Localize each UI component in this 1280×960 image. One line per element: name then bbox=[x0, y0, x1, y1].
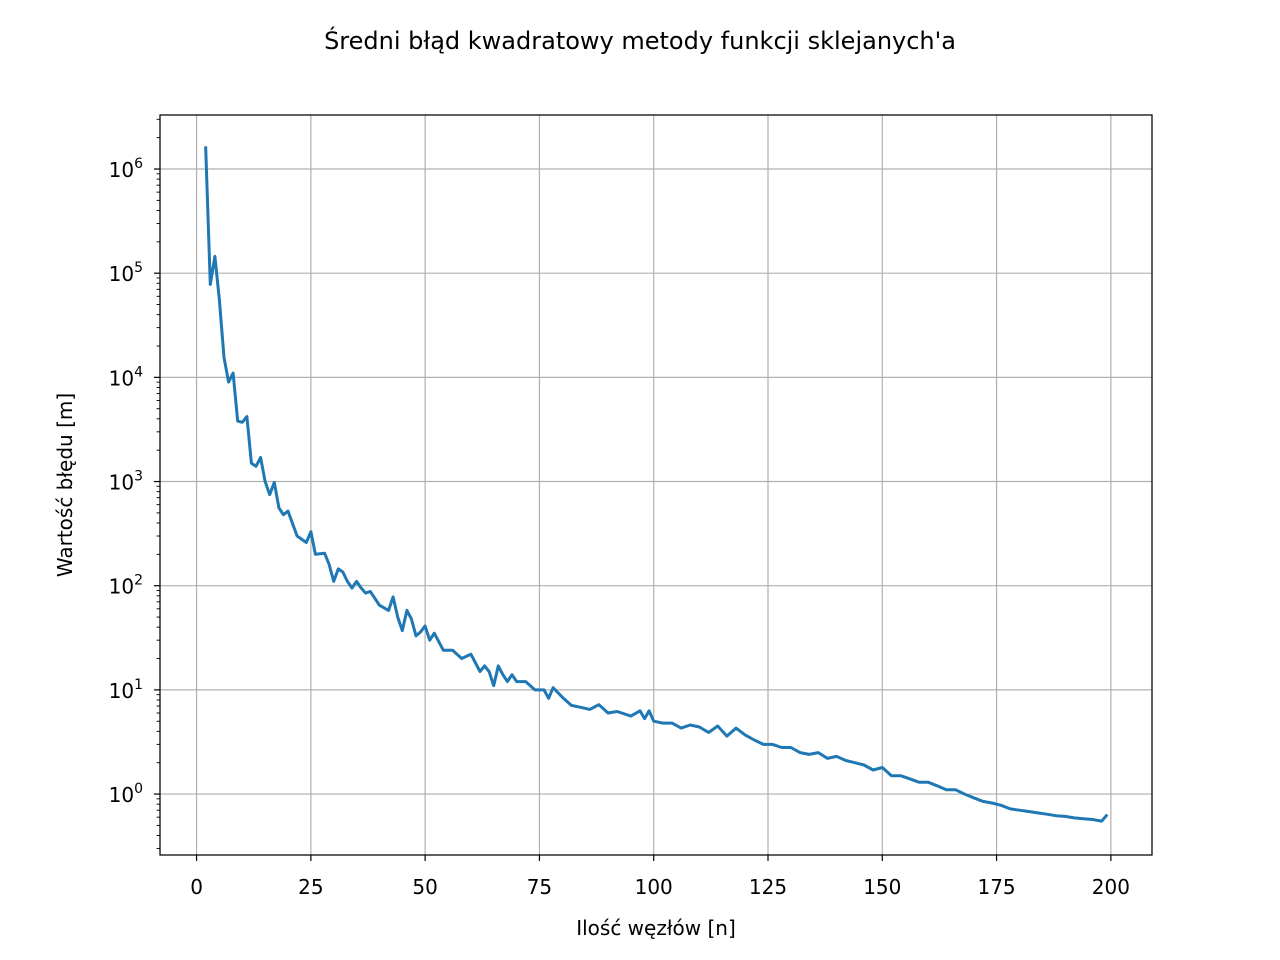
x-tick-label: 200 bbox=[1092, 875, 1130, 899]
series-group bbox=[204, 146, 1109, 823]
x-tick-label: 50 bbox=[412, 875, 437, 899]
y-axis-label: Wartość błędu [m] bbox=[53, 393, 77, 577]
x-tick-label: 100 bbox=[635, 875, 673, 899]
x-tick-label: 0 bbox=[190, 875, 203, 899]
x-tick-label: 125 bbox=[749, 875, 787, 899]
x-axis: 0 25 50 75 100 125 150 175 200 bbox=[190, 855, 1130, 899]
x-axis-label: Ilość węzłów [n] bbox=[576, 916, 736, 940]
x-tick-label: 25 bbox=[298, 875, 323, 899]
grid bbox=[160, 115, 1152, 855]
y-tick-label: 104 bbox=[109, 364, 143, 390]
x-tick-label: 150 bbox=[863, 875, 901, 899]
y-tick-label: 103 bbox=[109, 469, 143, 495]
y-tick-label: 100 bbox=[109, 781, 143, 807]
plot-frame bbox=[159, 114, 1153, 856]
y-axis: 100 101 102 103 104 105 106 bbox=[109, 118, 160, 849]
y-tick-label: 101 bbox=[109, 677, 143, 703]
y-tick-label: 102 bbox=[109, 573, 143, 599]
y-tick-label: 105 bbox=[109, 260, 143, 286]
series-line bbox=[204, 146, 1109, 823]
chart-title: Średni błąd kwadratowy metody funkcji sk… bbox=[324, 25, 956, 55]
x-tick-label: 175 bbox=[977, 875, 1015, 899]
plot-background bbox=[160, 115, 1152, 855]
x-tick-label: 75 bbox=[527, 875, 552, 899]
y-tick-label: 106 bbox=[109, 156, 143, 182]
